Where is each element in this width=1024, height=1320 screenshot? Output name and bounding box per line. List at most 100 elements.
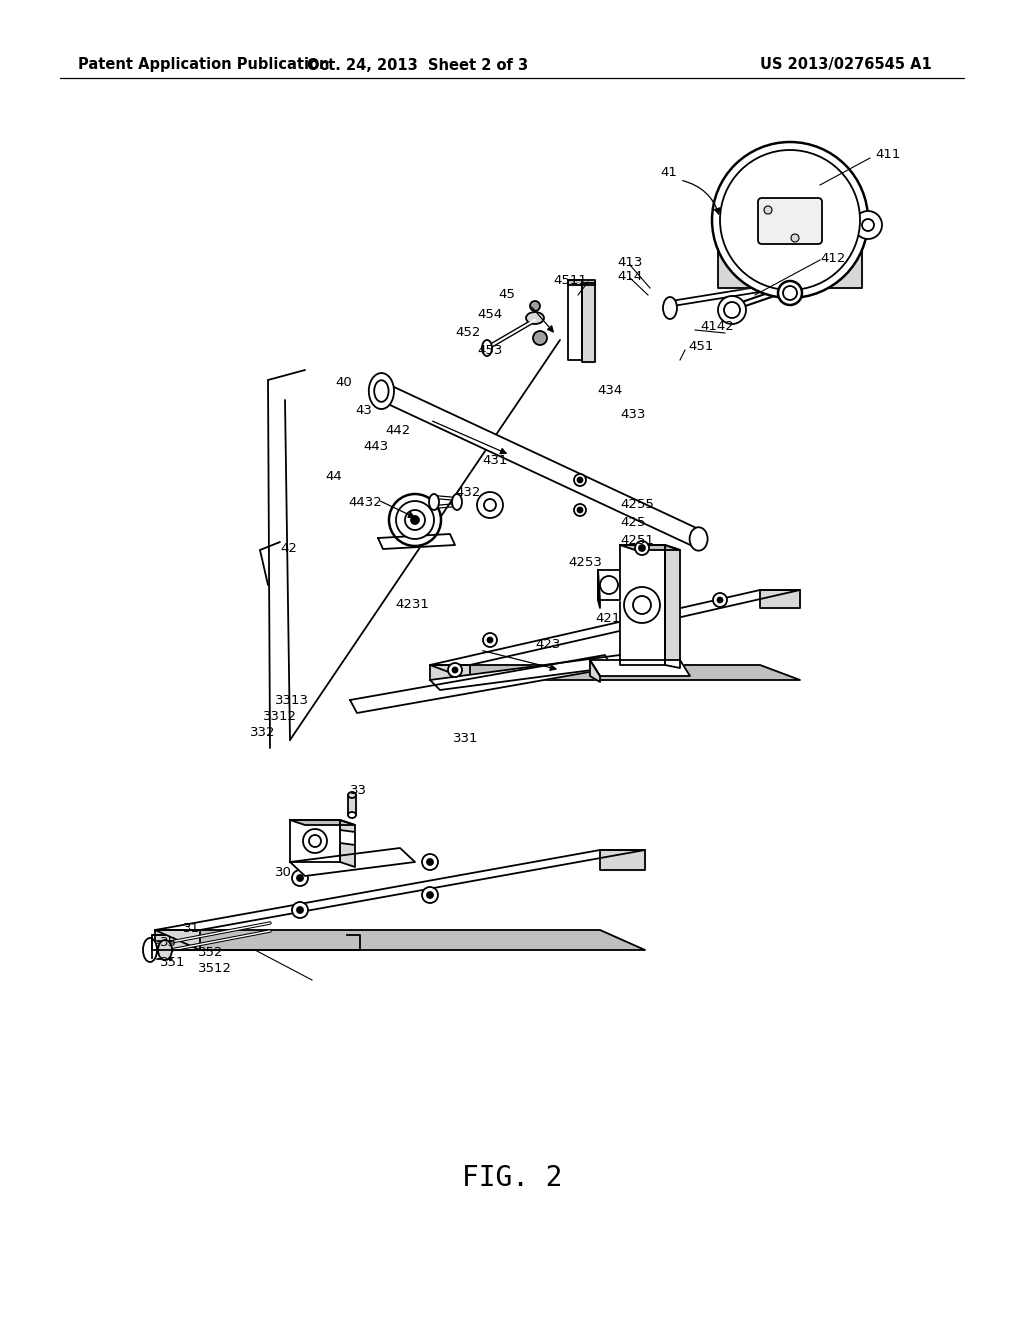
- Polygon shape: [590, 660, 600, 682]
- Circle shape: [487, 638, 493, 643]
- Text: 43: 43: [355, 404, 372, 417]
- Polygon shape: [718, 230, 862, 288]
- Text: Patent Application Publication: Patent Application Publication: [78, 58, 330, 73]
- Ellipse shape: [689, 527, 708, 550]
- Polygon shape: [340, 830, 355, 845]
- Polygon shape: [155, 850, 645, 931]
- Text: 331: 331: [453, 731, 478, 744]
- Text: 4255: 4255: [620, 499, 654, 511]
- Circle shape: [624, 587, 660, 623]
- Polygon shape: [620, 545, 665, 665]
- Circle shape: [854, 211, 882, 239]
- Text: 45: 45: [498, 289, 515, 301]
- Polygon shape: [600, 850, 645, 870]
- Circle shape: [534, 331, 547, 345]
- Polygon shape: [430, 665, 470, 680]
- Text: 431: 431: [482, 454, 507, 466]
- Circle shape: [764, 206, 772, 214]
- Circle shape: [477, 492, 503, 517]
- Text: 4251: 4251: [620, 535, 654, 548]
- Ellipse shape: [374, 380, 388, 401]
- Text: 3512: 3512: [198, 961, 232, 974]
- Circle shape: [574, 504, 586, 516]
- Circle shape: [718, 598, 723, 602]
- Circle shape: [578, 478, 583, 483]
- Text: 425: 425: [620, 516, 645, 529]
- Ellipse shape: [452, 494, 462, 510]
- Text: 3313: 3313: [275, 693, 309, 706]
- Ellipse shape: [348, 812, 356, 818]
- Circle shape: [713, 593, 727, 607]
- Text: 44: 44: [325, 470, 342, 483]
- Ellipse shape: [158, 940, 172, 960]
- Circle shape: [396, 502, 434, 539]
- Circle shape: [483, 634, 497, 647]
- Text: 442: 442: [385, 424, 411, 437]
- Circle shape: [600, 576, 618, 594]
- Text: 4253: 4253: [568, 556, 602, 569]
- Text: 451: 451: [688, 341, 714, 354]
- Circle shape: [578, 507, 583, 512]
- Polygon shape: [598, 570, 620, 601]
- Ellipse shape: [663, 297, 677, 319]
- Polygon shape: [348, 795, 356, 814]
- Polygon shape: [598, 570, 600, 609]
- Circle shape: [292, 902, 308, 917]
- Text: 411: 411: [874, 149, 900, 161]
- Text: 432: 432: [455, 486, 480, 499]
- Text: 352: 352: [198, 945, 223, 958]
- Text: 4511: 4511: [553, 273, 587, 286]
- Polygon shape: [290, 820, 355, 825]
- Circle shape: [574, 474, 586, 486]
- Text: 443: 443: [362, 440, 388, 453]
- Circle shape: [292, 870, 308, 886]
- Circle shape: [411, 516, 419, 524]
- Polygon shape: [378, 383, 702, 546]
- Circle shape: [647, 610, 652, 615]
- Ellipse shape: [143, 939, 157, 962]
- Circle shape: [720, 150, 860, 290]
- Circle shape: [530, 301, 540, 312]
- Ellipse shape: [526, 312, 544, 323]
- Polygon shape: [155, 931, 200, 950]
- Text: 4432: 4432: [348, 496, 382, 510]
- Polygon shape: [290, 847, 415, 876]
- Circle shape: [297, 875, 303, 880]
- Polygon shape: [350, 655, 612, 713]
- Ellipse shape: [373, 379, 390, 403]
- Circle shape: [449, 663, 462, 677]
- Text: 453: 453: [477, 343, 503, 356]
- Text: 423: 423: [535, 639, 560, 652]
- Text: 454: 454: [477, 309, 502, 322]
- Text: 351: 351: [160, 956, 185, 969]
- Text: FIG. 2: FIG. 2: [462, 1164, 562, 1192]
- Circle shape: [406, 510, 425, 531]
- Polygon shape: [430, 655, 630, 690]
- Ellipse shape: [348, 792, 356, 799]
- Circle shape: [309, 836, 321, 847]
- Circle shape: [427, 859, 433, 865]
- Circle shape: [635, 541, 649, 554]
- Text: 413: 413: [617, 256, 642, 268]
- Text: 40: 40: [335, 375, 352, 388]
- Polygon shape: [430, 590, 800, 665]
- Ellipse shape: [482, 341, 492, 356]
- Polygon shape: [582, 282, 595, 362]
- Polygon shape: [665, 545, 680, 668]
- Polygon shape: [568, 280, 582, 360]
- Circle shape: [724, 302, 740, 318]
- Text: 412: 412: [820, 252, 846, 264]
- Circle shape: [422, 854, 438, 870]
- Text: 4142: 4142: [700, 321, 734, 334]
- Circle shape: [639, 545, 645, 550]
- Ellipse shape: [369, 374, 394, 409]
- Text: 4231: 4231: [395, 598, 429, 611]
- Text: 433: 433: [620, 408, 645, 421]
- Text: Oct. 24, 2013  Sheet 2 of 3: Oct. 24, 2013 Sheet 2 of 3: [307, 58, 528, 73]
- Circle shape: [484, 499, 496, 511]
- Text: 414: 414: [617, 269, 642, 282]
- Text: 42: 42: [280, 541, 297, 554]
- Text: US 2013/0276545 A1: US 2013/0276545 A1: [760, 58, 932, 73]
- Polygon shape: [290, 820, 340, 862]
- Circle shape: [791, 234, 799, 242]
